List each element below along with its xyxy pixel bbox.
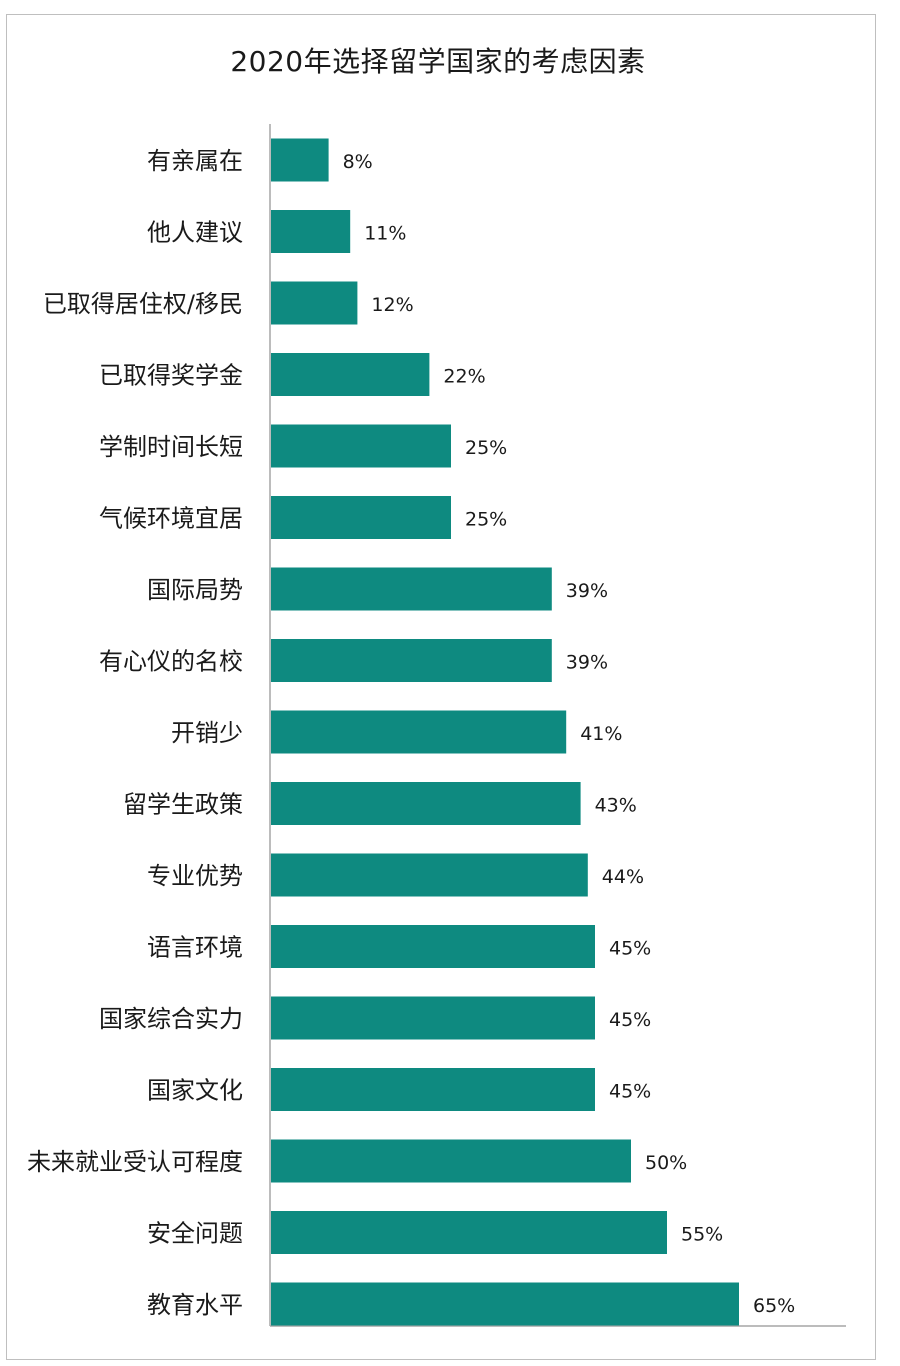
bar xyxy=(271,138,329,182)
bar xyxy=(271,782,581,825)
bar xyxy=(271,639,552,682)
category-label: 有亲属在 xyxy=(147,147,243,175)
data-label: 45% xyxy=(609,938,651,960)
category-label: 国家综合实力 xyxy=(99,1005,243,1033)
category-label: 开销少 xyxy=(171,719,243,747)
bar xyxy=(271,710,567,754)
category-label: 留学生政策 xyxy=(123,791,243,819)
category-label: 他人建议 xyxy=(147,219,243,247)
category-label: 有心仪的名校 xyxy=(99,648,243,676)
data-label: 8% xyxy=(343,151,373,173)
data-label: 65% xyxy=(753,1295,795,1317)
bar xyxy=(271,210,351,253)
data-label: 39% xyxy=(566,580,608,602)
bar xyxy=(271,567,552,611)
data-label: 41% xyxy=(580,723,622,745)
data-label: 25% xyxy=(465,437,507,459)
data-label: 55% xyxy=(681,1224,723,1246)
category-label: 语言环境 xyxy=(147,934,243,962)
bar xyxy=(271,1282,739,1326)
data-label: 45% xyxy=(609,1009,651,1031)
category-label: 安全问题 xyxy=(147,1220,243,1248)
bar xyxy=(271,424,451,468)
data-label: 22% xyxy=(443,366,485,388)
category-label: 已取得居住权/移民 xyxy=(43,290,243,318)
bar xyxy=(271,281,358,325)
data-label: 45% xyxy=(609,1081,651,1103)
chart-title: 2020年选择留学国家的考虑因素 xyxy=(230,45,646,78)
data-label: 11% xyxy=(364,223,406,245)
category-label: 气候环境宜居 xyxy=(99,505,243,533)
bar xyxy=(271,996,595,1040)
bar xyxy=(271,853,588,897)
data-label: 44% xyxy=(602,866,644,888)
bar xyxy=(271,925,595,968)
bar xyxy=(271,1068,595,1111)
bar xyxy=(271,496,451,539)
category-label: 国际局势 xyxy=(147,576,243,604)
data-label: 43% xyxy=(595,795,637,817)
category-label: 已取得奖学金 xyxy=(99,362,243,390)
category-label: 未来就业受认可程度 xyxy=(27,1148,243,1176)
category-label: 学制时间长短 xyxy=(99,433,243,461)
chart-frame xyxy=(6,14,876,1360)
bar xyxy=(271,1211,667,1254)
data-label: 12% xyxy=(371,294,413,316)
category-label: 教育水平 xyxy=(147,1291,243,1319)
data-label: 25% xyxy=(465,509,507,531)
data-label: 50% xyxy=(645,1152,687,1174)
bar xyxy=(271,353,430,396)
bar xyxy=(271,1139,631,1183)
data-label: 39% xyxy=(566,652,608,674)
category-label: 专业优势 xyxy=(147,862,243,890)
category-label: 国家文化 xyxy=(147,1077,243,1105)
